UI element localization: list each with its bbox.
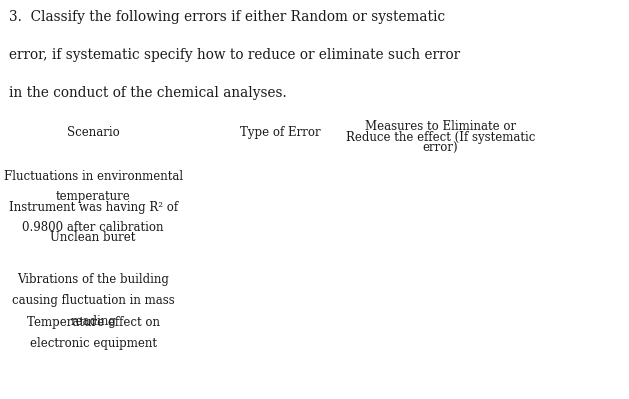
Text: 0.9800 after calibration: 0.9800 after calibration: [23, 221, 164, 235]
Text: Fluctuations in environmental: Fluctuations in environmental: [4, 170, 182, 183]
Text: in the conduct of the chemical analyses.: in the conduct of the chemical analyses.: [9, 86, 287, 100]
Text: error): error): [423, 142, 458, 155]
Text: 3.  Classify the following errors if either Random or systematic: 3. Classify the following errors if eith…: [9, 10, 445, 24]
Text: Type of Error: Type of Error: [240, 126, 320, 139]
Text: Instrument was having R² of: Instrument was having R² of: [9, 201, 177, 214]
Text: reading: reading: [70, 315, 116, 328]
Text: electronic equipment: electronic equipment: [30, 337, 157, 350]
Text: causing fluctuation in mass: causing fluctuation in mass: [12, 294, 174, 307]
Text: Measures to Eliminate or: Measures to Eliminate or: [365, 120, 516, 133]
Text: Temperature effect on: Temperature effect on: [26, 316, 160, 330]
Text: Scenario: Scenario: [67, 126, 120, 139]
Text: Unclean buret: Unclean buret: [50, 231, 136, 244]
Text: Vibrations of the building: Vibrations of the building: [17, 273, 169, 286]
Text: temperature: temperature: [56, 190, 130, 203]
Text: Reduce the effect (If systematic: Reduce the effect (If systematic: [345, 131, 535, 144]
Text: error, if systematic specify how to reduce or eliminate such error: error, if systematic specify how to redu…: [9, 48, 460, 62]
